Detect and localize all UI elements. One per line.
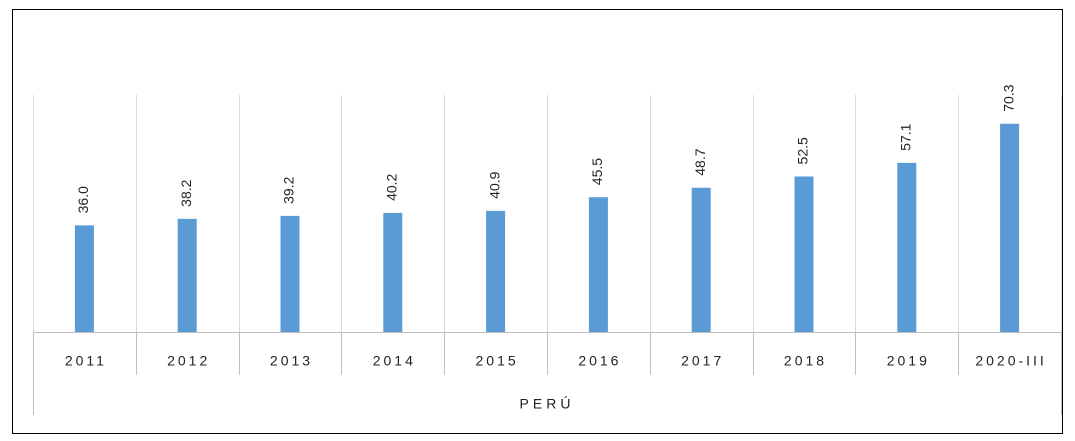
bar	[794, 176, 814, 332]
data-label: 70.3	[1000, 84, 1016, 111]
x-tick-label: 2020-III	[975, 353, 1046, 369]
data-label: 52.5	[795, 137, 811, 164]
data-label: 40.2	[384, 173, 400, 200]
bar	[177, 218, 197, 332]
x-tick-label: 2011	[65, 353, 107, 369]
bar	[691, 187, 711, 332]
data-label: 57.1	[898, 123, 914, 150]
x-tick-label: 2014	[373, 353, 416, 369]
bar	[280, 215, 300, 332]
x-group-label: PERÚ	[520, 396, 575, 412]
x-tick-label: 2015	[476, 353, 519, 369]
bar	[486, 210, 506, 332]
bar	[897, 162, 917, 332]
data-label: 39.2	[281, 176, 297, 203]
x-tick-label: 2012	[167, 353, 210, 369]
x-tick-label: 2019	[887, 353, 930, 369]
x-tick-label: 2018	[784, 353, 827, 369]
bar	[1000, 123, 1020, 332]
data-label: 48.7	[692, 148, 708, 175]
data-label: 36.0	[75, 186, 91, 213]
data-label: 38.2	[178, 179, 194, 206]
data-label: 40.9	[486, 171, 502, 198]
bar	[588, 197, 608, 332]
x-tick-label: 2013	[270, 353, 313, 369]
bar	[74, 225, 94, 332]
x-tick-label: 2017	[681, 353, 724, 369]
bar	[383, 212, 403, 332]
x-tick-label: 2016	[578, 353, 621, 369]
data-label: 45.5	[589, 158, 605, 185]
